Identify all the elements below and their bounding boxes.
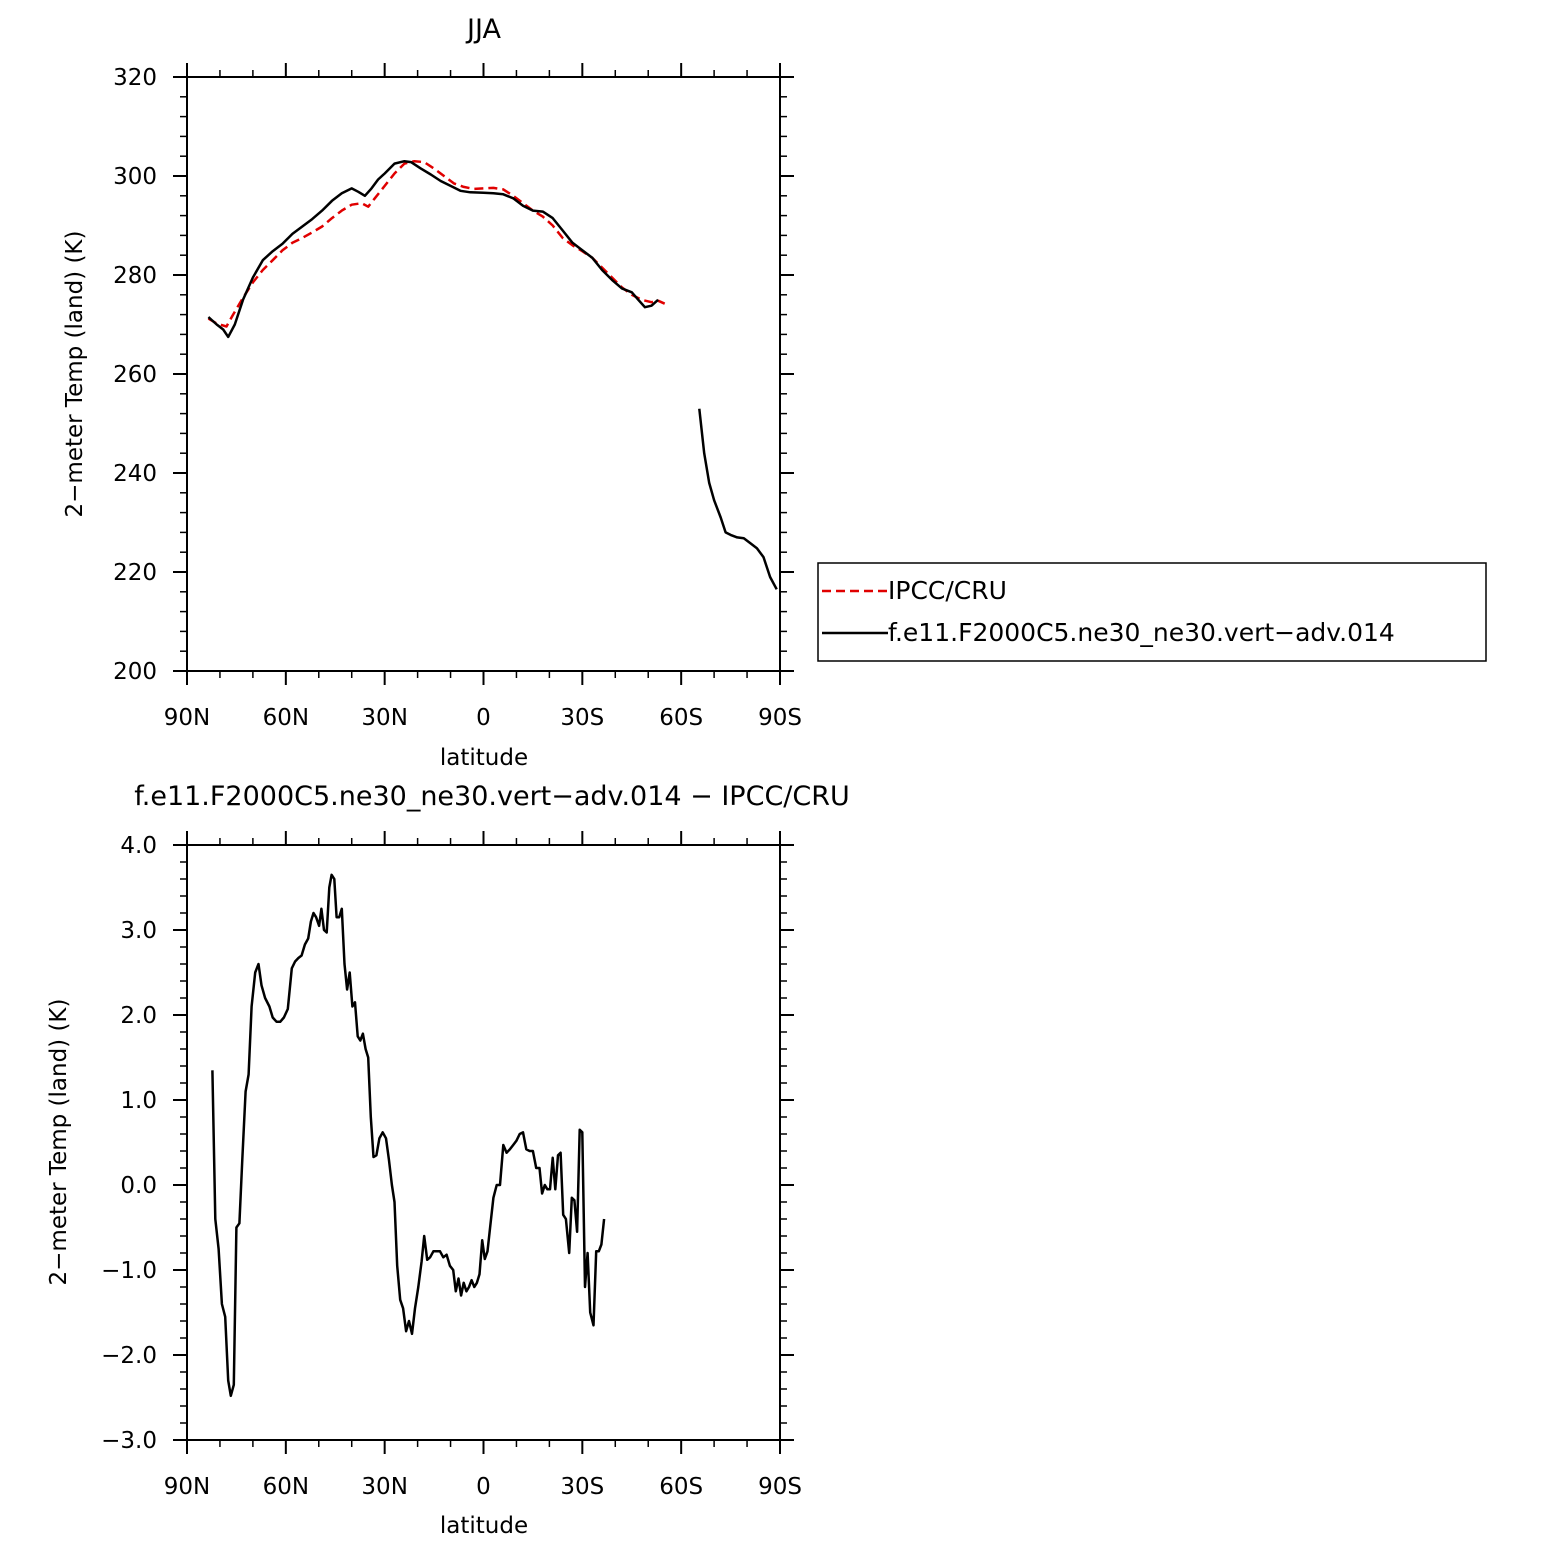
x-tick-label: 30S: [560, 705, 604, 731]
bottom-x-axis-title: latitude: [440, 1513, 528, 1539]
top-plot-panel: JJA 200 220 240 260 280 300 320 90N 60N 30N 0 30S 6…: [62, 14, 802, 771]
x-tick-label: 60S: [659, 705, 703, 731]
legend-label-ipcc-cru: IPCC/CRU: [888, 576, 1007, 605]
x-tick-label: 60N: [263, 705, 309, 731]
x-tick-label: 90N: [164, 705, 210, 731]
y-tick-label: 320: [113, 65, 157, 91]
bottom-series-layer: [211, 873, 606, 1398]
top-plot-title: JJA: [465, 14, 501, 45]
y-tick-label: 300: [113, 164, 157, 190]
x-tick-label: 30S: [560, 1474, 604, 1500]
bottom-y-axis-title: 2−meter Temp (land) (K): [46, 999, 72, 1286]
x-tick-label: 90S: [758, 705, 802, 731]
x-tick-label: 0: [476, 705, 491, 731]
series-line-0: [207, 159, 666, 328]
x-tick-label: 60S: [659, 1474, 703, 1500]
y-tick-label: −1.0: [101, 1258, 157, 1284]
y-tick-label: −2.0: [101, 1343, 157, 1369]
bottom-axis-ticks: [173, 831, 794, 1454]
y-tick-label: −3.0: [101, 1428, 157, 1454]
y-tick-label: 4.0: [120, 833, 157, 859]
top-x-axis-title: latitude: [440, 745, 528, 771]
x-tick-label: 30N: [361, 1474, 407, 1500]
y-tick-label: 240: [113, 461, 157, 487]
y-tick-label: 200: [113, 659, 157, 685]
y-tick-label: 280: [113, 263, 157, 289]
top-y-tick-labels: 200 220 240 260 280 300 320: [113, 65, 157, 685]
y-tick-label: 0.0: [120, 1173, 157, 1199]
legend-box: [817, 562, 1487, 662]
top-plot-frame: [186, 76, 781, 672]
y-tick-label: 220: [113, 560, 157, 586]
bottom-plot-title: f.e11.F2000C5.ne30_ne30.vert−adv.014 − I…: [134, 781, 850, 812]
x-tick-label: 0: [476, 1474, 491, 1500]
bottom-x-tick-labels: 90N 60N 30N 0 30S 60S 90S: [164, 1474, 802, 1500]
series-line-2: [698, 408, 778, 590]
y-tick-label: 2.0: [120, 1003, 157, 1029]
legend: IPCC/CRU f.e11.F2000C5.ne30_ne30.vert−ad…: [817, 562, 1487, 662]
x-tick-label: 90S: [758, 1474, 802, 1500]
series-line-0: [211, 873, 606, 1398]
bottom-plot-frame: [186, 844, 781, 1441]
legend-label-model: f.e11.F2000C5.ne30_ne30.vert−adv.014: [888, 618, 1395, 647]
bottom-y-tick-labels: −3.0 −2.0 −1.0 0.0 1.0 2.0 3.0 4.0: [101, 833, 157, 1454]
y-tick-label: 1.0: [120, 1088, 157, 1114]
x-tick-label: 30N: [361, 705, 407, 731]
bottom-plot-panel: f.e11.F2000C5.ne30_ne30.vert−adv.014 − I…: [46, 781, 850, 1539]
y-tick-label: 3.0: [120, 918, 157, 944]
top-y-axis-title: 2−meter Temp (land) (K): [62, 231, 88, 518]
top-x-tick-labels: 90N 60N 30N 0 30S 60S 90S: [164, 705, 802, 731]
top-series-layer: [207, 159, 778, 590]
y-tick-label: 260: [113, 362, 157, 388]
x-tick-label: 60N: [263, 1474, 309, 1500]
x-tick-label: 90N: [164, 1474, 210, 1500]
top-axis-ticks: [173, 63, 794, 685]
series-line-1: [207, 159, 659, 339]
